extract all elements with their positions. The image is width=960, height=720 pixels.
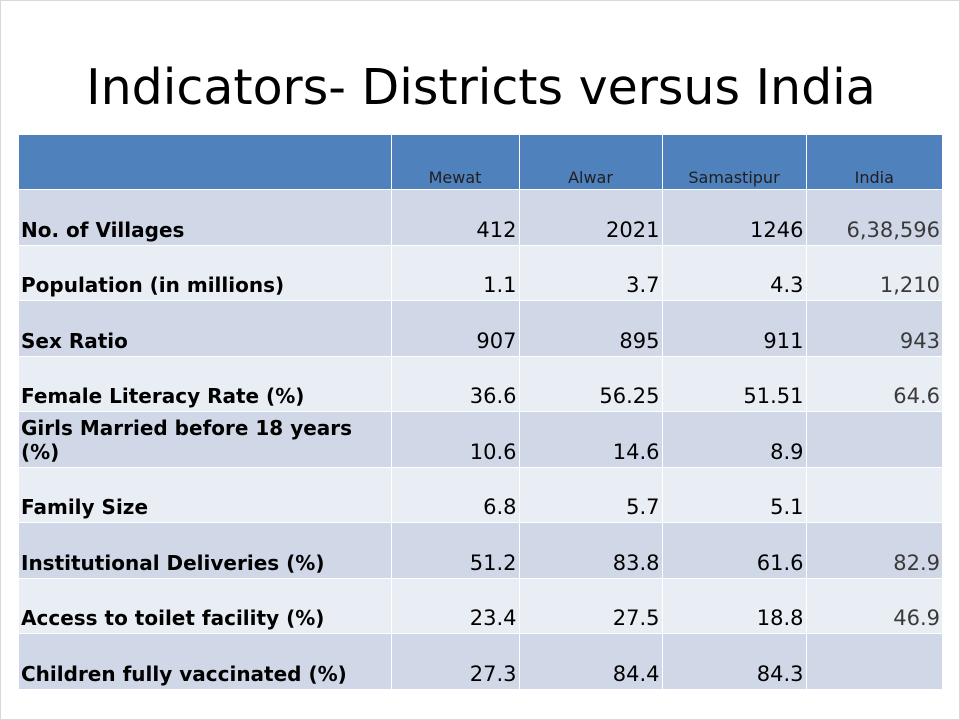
cell-samastipur: 1246: [662, 190, 806, 246]
cell-mewat: 412: [391, 190, 519, 246]
table-row: Female Literacy Rate (%) 36.6 56.25 51.5…: [19, 356, 942, 412]
cell-mewat: 36.6: [391, 356, 519, 412]
cell-alwar: 895: [519, 301, 662, 357]
slide-title: Indicators- Districts versus India: [1, 59, 960, 116]
cell-india: [806, 634, 942, 689]
row-label: Girls Married before 18 years (%): [19, 412, 391, 468]
row-label: Sex Ratio: [19, 301, 391, 357]
cell-mewat: 10.6: [391, 412, 519, 468]
cell-alwar: 5.7: [519, 467, 662, 523]
row-label: Population (in millions): [19, 245, 391, 301]
cell-mewat: 23.4: [391, 578, 519, 634]
table-row: No. of Villages 412 2021 1246 6,38,596: [19, 190, 942, 246]
cell-india: 1,210: [806, 245, 942, 301]
cell-samastipur: 8.9: [662, 412, 806, 468]
header-cell-blank: [19, 135, 391, 190]
cell-alwar: 83.8: [519, 523, 662, 579]
cell-samastipur: 4.3: [662, 245, 806, 301]
table-row: Institutional Deliveries (%) 51.2 83.8 6…: [19, 523, 942, 579]
table-row: Population (in millions) 1.1 3.7 4.3 1,2…: [19, 245, 942, 301]
cell-india: 46.9: [806, 578, 942, 634]
row-label: Children fully vaccinated (%): [19, 634, 391, 689]
header-cell-samastipur: Samastipur: [662, 135, 806, 190]
table-row: Girls Married before 18 years (%) 10.6 1…: [19, 412, 942, 468]
cell-samastipur: 18.8: [662, 578, 806, 634]
cell-alwar: 56.25: [519, 356, 662, 412]
table-row: Family Size 6.8 5.7 5.1: [19, 467, 942, 523]
header-cell-alwar: Alwar: [519, 135, 662, 190]
cell-mewat: 51.2: [391, 523, 519, 579]
cell-mewat: 1.1: [391, 245, 519, 301]
table-row: Access to toilet facility (%) 23.4 27.5 …: [19, 578, 942, 634]
cell-india: 64.6: [806, 356, 942, 412]
cell-samastipur: 5.1: [662, 467, 806, 523]
table-row: Sex Ratio 907 895 911 943: [19, 301, 942, 357]
cell-samastipur: 61.6: [662, 523, 806, 579]
cell-alwar: 14.6: [519, 412, 662, 468]
row-label: Female Literacy Rate (%): [19, 356, 391, 412]
cell-india: 943: [806, 301, 942, 357]
row-label: No. of Villages: [19, 190, 391, 246]
cell-mewat: 27.3: [391, 634, 519, 689]
cell-alwar: 2021: [519, 190, 662, 246]
cell-india: [806, 412, 942, 468]
cell-samastipur: 51.51: [662, 356, 806, 412]
cell-alwar: 84.4: [519, 634, 662, 689]
cell-mewat: 907: [391, 301, 519, 357]
row-label: Institutional Deliveries (%): [19, 523, 391, 579]
cell-alwar: 3.7: [519, 245, 662, 301]
cell-mewat: 6.8: [391, 467, 519, 523]
cell-alwar: 27.5: [519, 578, 662, 634]
indicators-table: Mewat Alwar Samastipur India No. of Vill…: [19, 135, 942, 689]
row-label: Access to toilet facility (%): [19, 578, 391, 634]
header-cell-india: India: [806, 135, 942, 190]
row-label: Family Size: [19, 467, 391, 523]
table-header-row: Mewat Alwar Samastipur India: [19, 135, 942, 190]
header-cell-mewat: Mewat: [391, 135, 519, 190]
cell-india: 82.9: [806, 523, 942, 579]
cell-india: 6,38,596: [806, 190, 942, 246]
cell-samastipur: 911: [662, 301, 806, 357]
cell-india: [806, 467, 942, 523]
cell-samastipur: 84.3: [662, 634, 806, 689]
table-row: Children fully vaccinated (%) 27.3 84.4 …: [19, 634, 942, 689]
